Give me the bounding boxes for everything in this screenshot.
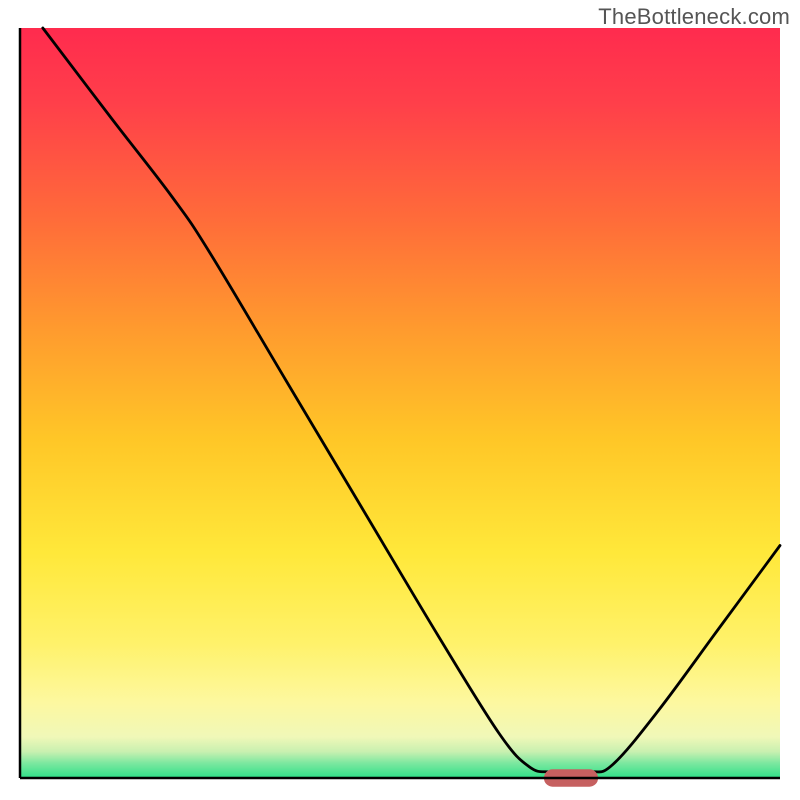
plot-background	[20, 28, 780, 778]
chart-container: { "watermark": { "text": "TheBottleneck.…	[0, 0, 800, 800]
watermark-text: TheBottleneck.com	[598, 4, 790, 30]
bottleneck-chart	[0, 0, 800, 800]
